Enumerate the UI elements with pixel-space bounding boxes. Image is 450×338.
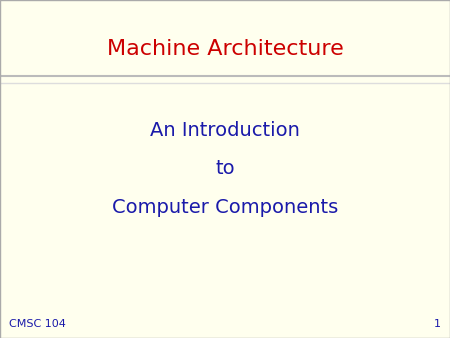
Text: Computer Components: Computer Components xyxy=(112,198,338,217)
Text: to: to xyxy=(215,160,235,178)
Text: An Introduction: An Introduction xyxy=(150,121,300,140)
Text: CMSC 104: CMSC 104 xyxy=(9,318,66,329)
Text: 1: 1 xyxy=(434,318,441,329)
Text: Machine Architecture: Machine Architecture xyxy=(107,39,343,59)
